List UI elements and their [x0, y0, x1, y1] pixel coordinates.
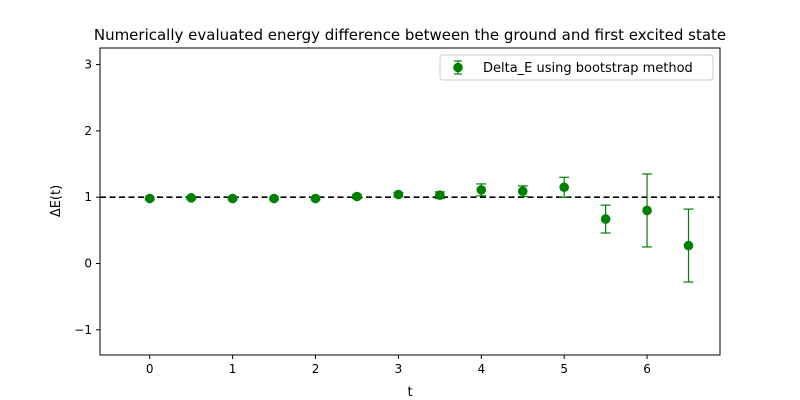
x-tick-label: 6	[643, 362, 651, 376]
y-tick-label: −1	[74, 323, 92, 337]
y-axis-ticks: −1 0 1 2 3	[74, 58, 100, 337]
chart-title: Numerically evaluated energy difference …	[94, 26, 726, 44]
y-tick-label: 2	[84, 124, 92, 138]
legend: Delta_E using bootstrap method	[439, 54, 714, 81]
x-axis-ticks: 0 1 2 3 4 5 6	[146, 355, 651, 376]
data-point	[476, 185, 487, 195]
y-tick-label: 3	[84, 58, 92, 72]
data-point	[269, 193, 279, 204]
data-point	[600, 214, 611, 224]
data-point	[393, 189, 404, 200]
x-tick-label: 4	[477, 362, 485, 376]
y-axis-label: ΔE(t)	[49, 185, 64, 217]
x-axis-label: t	[407, 385, 412, 400]
data-point	[559, 182, 569, 193]
data-point	[186, 193, 196, 203]
x-tick-label: 1	[229, 362, 237, 376]
data-point	[352, 191, 362, 202]
legend-box	[439, 54, 714, 81]
data-point	[517, 186, 528, 197]
y-tick-label: 0	[84, 256, 92, 270]
x-tick-label: 0	[146, 362, 154, 376]
error-bars	[144, 173, 694, 283]
data-point	[227, 193, 238, 204]
y-tick-label: 1	[84, 190, 92, 204]
plot-area-frame	[99, 47, 721, 356]
x-tick-label: 3	[395, 362, 403, 376]
data-point	[310, 193, 321, 204]
data-point	[435, 190, 445, 201]
x-tick-label: 5	[560, 362, 568, 376]
data-point	[144, 193, 155, 204]
data-point	[642, 205, 652, 216]
legend-marker	[453, 62, 463, 73]
legend-label: Delta_E using bootstrap method	[483, 61, 693, 76]
data-points	[144, 182, 694, 251]
data-point	[683, 240, 694, 251]
x-tick-label: 2	[312, 362, 320, 376]
